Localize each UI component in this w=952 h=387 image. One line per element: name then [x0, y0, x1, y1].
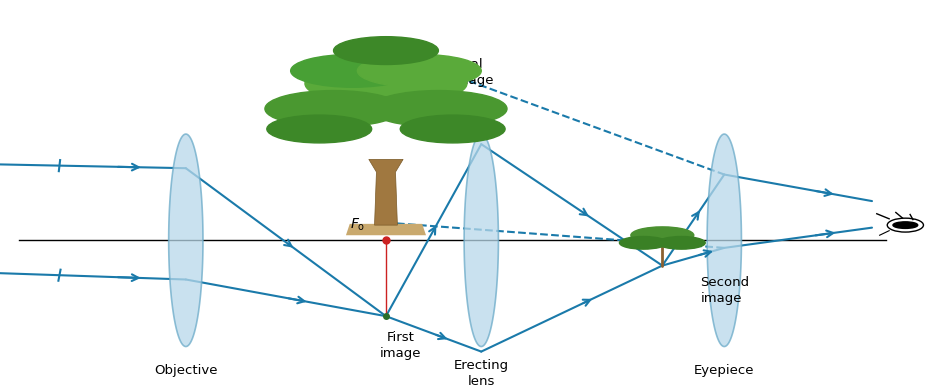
Text: Final
image: Final image — [452, 58, 494, 87]
Circle shape — [357, 55, 481, 87]
Text: Erecting
lens: Erecting lens — [453, 359, 508, 387]
Circle shape — [630, 227, 693, 243]
Text: Eyepiece: Eyepiece — [693, 364, 754, 377]
Ellipse shape — [886, 218, 922, 232]
Polygon shape — [346, 224, 426, 235]
Text: $\mathit{F}_\mathrm{o}$: $\mathit{F}_\mathrm{o}$ — [349, 216, 365, 233]
Polygon shape — [706, 134, 741, 346]
Polygon shape — [368, 159, 403, 225]
Circle shape — [657, 236, 704, 249]
Circle shape — [267, 115, 371, 143]
Circle shape — [619, 236, 666, 249]
Polygon shape — [169, 134, 203, 346]
Text: Objective: Objective — [154, 364, 217, 377]
Circle shape — [892, 222, 917, 228]
Circle shape — [290, 55, 414, 87]
Text: Second
image: Second image — [700, 276, 749, 305]
Circle shape — [400, 115, 505, 143]
Polygon shape — [464, 134, 498, 346]
Circle shape — [333, 37, 438, 65]
Circle shape — [305, 62, 466, 105]
Text: First
image: First image — [379, 331, 421, 360]
Circle shape — [369, 91, 506, 127]
Circle shape — [265, 91, 402, 127]
